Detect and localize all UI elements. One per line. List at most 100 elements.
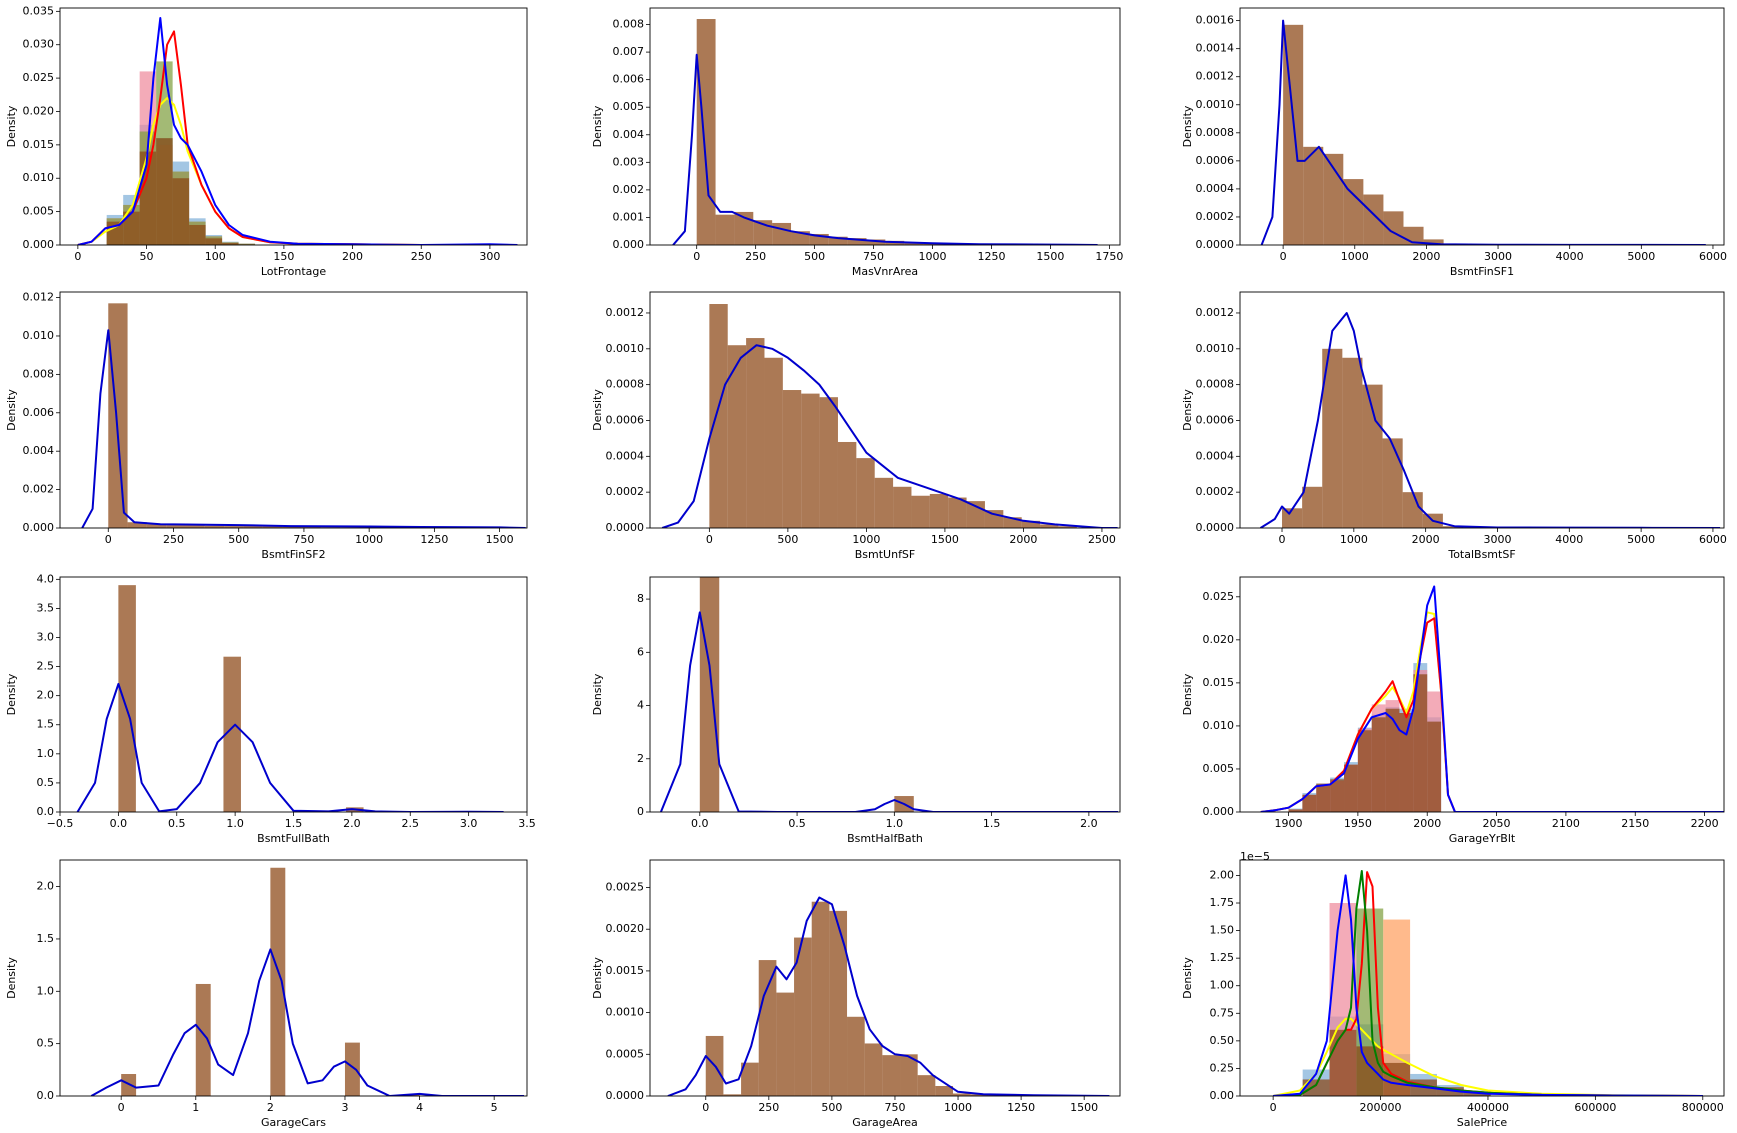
y-tick-label: 0.010 [23,329,55,342]
x-tick-label: 600000 [1574,1101,1616,1114]
histogram-bar [809,233,829,245]
x-tick-label: 5000 [1627,533,1655,546]
y-tick-label: 0.004 [613,128,645,141]
histogram-bar [270,867,286,1096]
histogram-bar [1344,764,1358,812]
histogram-bar [847,238,867,245]
x-tick-label: 500 [821,1101,842,1114]
y-tick-label: 1.25 [1210,951,1235,964]
y-tick-label: 0.015 [23,138,55,151]
kde-line [667,896,1110,1096]
histogram-bar [118,585,136,812]
x-axis-label: TotalBsmtSF [1447,548,1515,561]
y-tick-label: 0.0012 [606,306,645,319]
histogram-bar [828,236,848,245]
histogram-bar [727,345,747,528]
x-tick-label: 1000 [1341,250,1369,263]
y-axis-label: Density [591,105,604,147]
y-tick-label: 0.0008 [1196,378,1235,391]
x-tick-label: 0 [702,1101,709,1114]
y-tick-label: 0.0000 [1196,521,1235,534]
y-tick-label: 0.0000 [606,1089,645,1102]
y-tick-label: 0.0015 [606,964,645,977]
kde-line [76,683,504,812]
histogram-bar [935,1085,953,1096]
y-tick-label: 0.008 [23,367,55,380]
histogram-bar [1343,179,1364,245]
axes-frame [649,576,1121,813]
x-tick-label: 1000 [852,533,880,546]
histogram-bar [185,525,205,528]
y-tick-label: 0.025 [23,71,55,84]
x-tick-label: 0.5 [788,817,806,830]
x-tick-label: 1750 [1095,250,1123,263]
y-tick-label: 0.0000 [606,521,645,534]
y-tick-label: 0.010 [1203,719,1235,732]
histogram-bar [1385,708,1400,812]
plot-area [77,17,518,245]
x-tick-label: 4 [416,1101,423,1114]
histogram-bar [776,992,795,1096]
y-tick-label: 0.0005 [606,1047,645,1060]
y-tick-label: 4.0 [37,572,55,585]
plot-area [659,577,1119,812]
x-tick-label: 0 [1270,1101,1277,1114]
kde-line [81,329,526,528]
histogram-bar [866,239,886,245]
histogram-bar [1282,508,1303,528]
y-tick-label: 0.006 [23,406,55,419]
histogram-bar [1362,384,1383,528]
y-tick-label: 0.0 [37,1089,55,1102]
y-tick-label: 0.030 [23,38,55,51]
histogram-bar [282,526,302,528]
y-tick-label: 3.5 [37,601,55,614]
axes-frame [59,7,528,246]
x-tick-label: 1950 [1344,817,1372,830]
histogram-bar [1363,194,1384,245]
x-tick-label: 1.5 [285,817,303,830]
y-axis-label: Density [5,957,18,999]
histogram-bar [746,338,765,528]
plot-area [81,303,526,528]
y-axis-label: Density [1181,105,1194,147]
y-tick-label: 0.0004 [1196,449,1235,462]
x-tick-label: 3000 [1483,533,1511,546]
y-tick-label: 0.0006 [606,413,645,426]
x-tick-label: 6000 [1699,533,1727,546]
subplot: 0 250 500 750 1000 1250 1500 0.0000 0.0005 0.0010… [591,859,1121,1129]
y-tick-label: 0.50 [1210,1034,1235,1047]
histogram-bar [127,522,147,528]
y-tick-label: 0.002 [613,183,645,196]
y-tick-label: 0.0012 [1196,306,1235,319]
x-tick-label: 200000 [1360,1101,1402,1114]
x-tick-label: 2000 [1413,817,1441,830]
histogram-bar [801,393,820,528]
plot-area [1260,585,1724,812]
histogram-bar [952,1093,971,1096]
y-tick-label: 0.010 [23,171,55,184]
x-tick-label: 1.5 [983,817,1001,830]
x-tick-label: 200 [342,250,363,263]
histogram-bar [166,525,186,528]
histogram-bar [772,222,792,245]
kde-line [661,344,1118,528]
x-tick-label: −0.5 [47,817,74,830]
histogram-bar [764,357,783,528]
histogram-bar [344,1042,360,1096]
axes-frame [649,291,1121,529]
subplot: 0 200000 400000 600000 800000 0.00 0.25 0.50 0.7… [1181,850,1725,1129]
x-tick-label: 50 [140,250,154,263]
y-tick-label: 0.0016 [1196,14,1235,27]
histogram-bar [811,901,830,1096]
y-tick-label: 8 [637,592,644,605]
subplot: 0 250 500 750 1000 1250 1500 0.000 0.002 0.004 0.0… [5,291,528,561]
x-tick-label: 1000 [355,533,383,546]
y-tick-label: 0.012 [23,291,55,304]
y-tick-label: 1.0 [37,747,55,760]
histogram-bar [723,1094,742,1096]
histogram-bar [1357,730,1372,812]
histogram-bar [172,178,190,245]
y-tick-label: 0.000 [23,238,55,251]
x-axis-label: BsmtUnfSF [855,548,916,561]
y-tick-label: 0.0012 [1196,70,1235,83]
